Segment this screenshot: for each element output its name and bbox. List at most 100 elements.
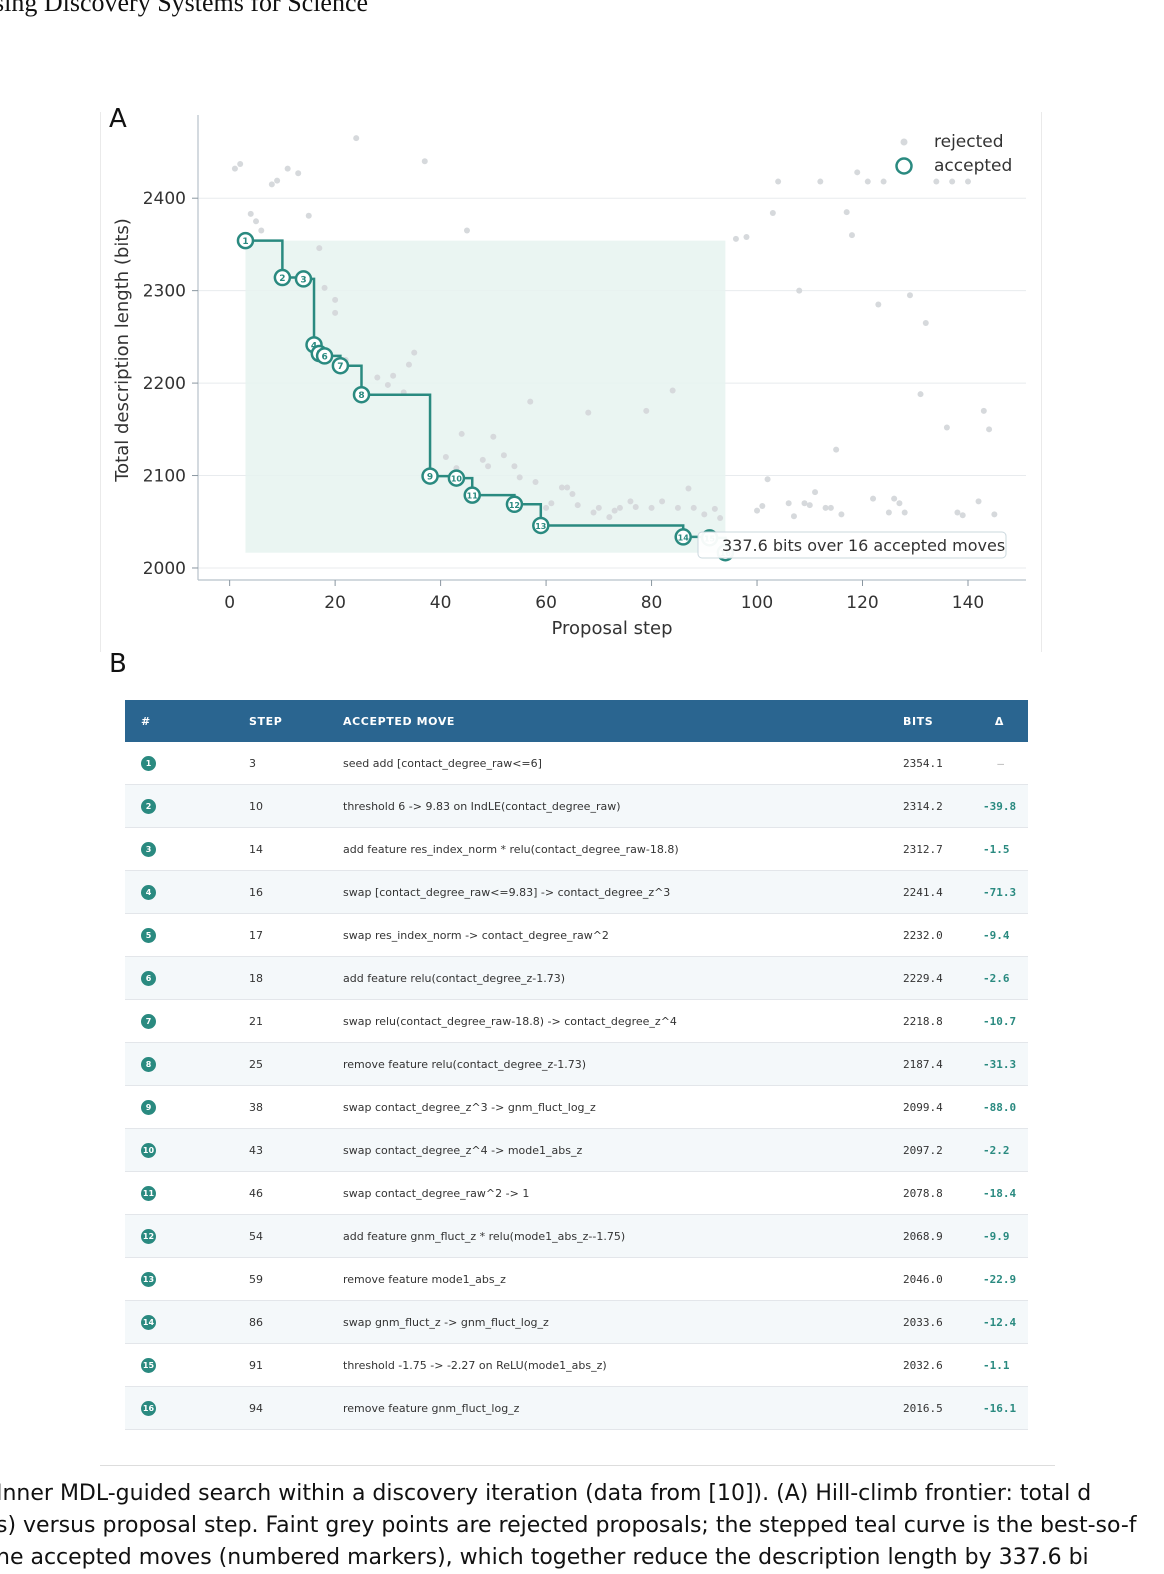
accepted-point [236, 231, 255, 250]
legend-accepted-label: accepted [934, 156, 1012, 176]
row-move: swap gnm_fluct_z -> gnm_fluct_log_z [343, 1300, 903, 1344]
row-num-badge: 9 [141, 1099, 156, 1115]
table-body: 1 3 seed add [contact_degree_raw<=6] 2354.1… [125, 742, 1028, 1430]
rejected-point [769, 209, 776, 216]
row-bits: 2354.1 [903, 742, 983, 785]
row-move: remove feature mode1_abs_z [343, 1257, 903, 1301]
accepted-moves-table-wrap: # STEP ACCEPTED MOVE BITS Δ 1 3 seed add [… [125, 700, 1028, 1430]
row-delta: -39.8 [983, 784, 1028, 828]
rejected-point [848, 232, 855, 239]
accepted-point-label: 14 [678, 533, 690, 542]
row-move: swap res_index_norm -> contact_degree_ra… [343, 913, 903, 957]
row-bits: 2218.8 [903, 999, 983, 1043]
rejected-point [616, 504, 623, 511]
row-step: 59 [249, 1257, 343, 1301]
row-bits: 2099.4 [903, 1085, 983, 1129]
header-step: STEP [249, 700, 343, 742]
row-bits: 2046.0 [903, 1257, 983, 1301]
rejected-point [759, 503, 766, 510]
row-num-badge: 10 [141, 1142, 156, 1158]
rejected-point [896, 500, 903, 507]
rejected-point [231, 165, 238, 172]
accepted-point-label: 7 [337, 362, 343, 372]
rejected-point [669, 387, 676, 394]
row-bits: 2241.4 [903, 870, 983, 914]
table-row: 11 46 swap contact_degree_raw^2 -> 1 2078.8… [125, 1171, 1028, 1215]
rejected-point [564, 484, 571, 491]
row-num-badge: 16 [141, 1400, 156, 1416]
accepted-point [421, 467, 439, 485]
rejected-point [806, 502, 813, 509]
table-row: 10 43 swap contact_degree_z^4 -> mode1_abs… [125, 1128, 1028, 1172]
accepted-point [463, 486, 481, 504]
rejected-point [754, 507, 761, 514]
rejected-point [284, 165, 291, 172]
row-delta: -9.4 [983, 913, 1028, 957]
rejected-point [854, 169, 861, 176]
table-row: 2 10 threshold 6 -> 9.83 on IndLE(contact_… [125, 784, 1028, 828]
row-step: 86 [249, 1300, 343, 1344]
accepted-point-label: 3 [300, 275, 306, 285]
rejected-point [827, 504, 834, 511]
rejected-point [295, 170, 302, 177]
accepted-point [532, 516, 550, 535]
y-tick-label: 2400 [143, 189, 186, 209]
row-num-cell: 8 [125, 1042, 249, 1086]
row-bits: 2229.4 [903, 956, 983, 1000]
row-delta: -12.4 [983, 1300, 1028, 1344]
rejected-point [253, 218, 260, 225]
rejected-point [274, 177, 281, 184]
rejected-point [305, 212, 312, 219]
rejected-point [785, 500, 792, 507]
rejected-point [500, 452, 507, 459]
y-tick-label: 2000 [143, 559, 186, 579]
x-tick-label: 100 [741, 593, 773, 613]
accepted-point-label: 1 [242, 237, 248, 247]
row-delta: -9.9 [983, 1214, 1028, 1258]
table-row: 4 16 swap [contact_degree_raw<=9.83] -> co… [125, 870, 1028, 914]
rejected-point [532, 479, 539, 486]
row-delta: -1.1 [983, 1343, 1028, 1387]
row-delta: – [983, 742, 1028, 785]
rejected-point [632, 503, 639, 510]
row-step: 54 [249, 1214, 343, 1258]
rejected-point [891, 495, 898, 502]
rejected-point [732, 235, 739, 242]
accepted-point [315, 347, 334, 365]
row-move: swap relu(contact_degree_raw-18.8) -> co… [343, 999, 903, 1043]
accepted-point-label: 10 [451, 475, 463, 484]
row-num-badge: 1 [141, 755, 156, 771]
accepted-point [331, 356, 350, 375]
row-step: 91 [249, 1343, 343, 1387]
rejected-point [659, 498, 666, 505]
x-tick-label: 0 [224, 593, 235, 613]
accepted-marker: 10 [447, 469, 466, 487]
rejected-point [690, 504, 697, 511]
rejected-point [543, 504, 550, 511]
rejected-point [585, 409, 592, 416]
row-num-badge: 8 [141, 1056, 156, 1072]
rejected-point [790, 513, 797, 520]
row-delta: -88.0 [983, 1085, 1028, 1129]
chart-ticks: 0 20 40 60 80 100 120 140 2000 2100 2200 2300 2400 [143, 189, 984, 613]
table-row: 8 25 remove feature relu(contact_degree_z-… [125, 1042, 1028, 1086]
row-num-badge: 15 [141, 1357, 156, 1373]
header-bits: BITS [903, 700, 983, 742]
accepted-markers: 12345678910111213141516 [236, 231, 735, 562]
rejected-point [964, 178, 971, 185]
row-num-badge: 11 [141, 1185, 156, 1201]
row-move: swap contact_degree_raw^2 -> 1 [343, 1171, 903, 1215]
accepted-marker: 12 [505, 495, 524, 514]
row-delta: -31.3 [983, 1042, 1028, 1086]
accepted-point-label: 11 [467, 492, 479, 501]
rejected-point [247, 210, 254, 217]
caption-line-1: Inner MDL-guided search within a discove… [0, 1481, 1092, 1506]
rejected-point [374, 374, 381, 381]
row-num-cell: 9 [125, 1085, 249, 1129]
row-num-badge: 2 [141, 798, 156, 814]
legend-rejected-swatch [900, 138, 908, 146]
row-move: threshold 6 -> 9.83 on IndLE(contact_deg… [343, 784, 903, 828]
rejected-point [479, 456, 486, 463]
accepted-marker: 14 [674, 528, 692, 546]
row-step: 94 [249, 1386, 343, 1430]
